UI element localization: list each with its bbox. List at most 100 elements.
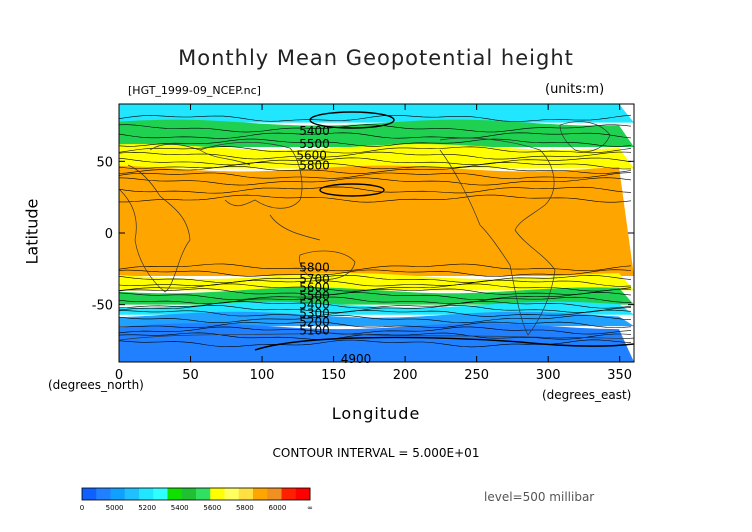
isoline-15: [118, 274, 632, 283]
y-tick-label-50: 50: [96, 155, 113, 170]
colorbar-swatch-9: [210, 488, 225, 500]
contour-label-5800: 5800: [299, 260, 330, 274]
colorbar-label-2: 5200: [138, 504, 156, 512]
isoline-26: [118, 326, 632, 335]
contour-highlights: [254, 111, 635, 351]
contour-label-5400: 5400: [299, 124, 330, 138]
subtropic-high: [319, 183, 385, 197]
colorbar-label-7: ∞: [307, 504, 313, 512]
x-tick-label-300: 300: [536, 368, 561, 383]
contour-label-5100: 5100: [299, 323, 330, 337]
colorbar-swatch-5: [153, 488, 168, 500]
contour-label-layer: 5400550056005800580057005600550054005300…: [296, 124, 371, 366]
band-1: [119, 119, 634, 147]
coastline-asia: [199, 141, 321, 241]
isoline-3: [118, 138, 632, 147]
coastline-layer: [119, 121, 635, 341]
band-4: [119, 273, 634, 291]
coastline-greenland: [559, 121, 611, 152]
contour-label-5300: 5300: [299, 306, 330, 320]
contour-label-5600: 5600: [296, 149, 327, 163]
colorbar-swatch-13: [267, 488, 282, 500]
colorbar-swatch-7: [181, 488, 197, 500]
isoline-8: [118, 165, 632, 174]
x-axis-units: (degrees_east): [542, 388, 632, 402]
isoline-25: [118, 321, 632, 329]
band-3: [119, 165, 634, 276]
isoline-12: [119, 194, 632, 203]
contour-label-5800: 5800: [299, 159, 330, 173]
chart-title: Monthly Mean Geopotential height: [178, 46, 574, 70]
contour-label-5400: 5400: [299, 298, 330, 312]
y-tick-label-0: 0: [105, 227, 113, 242]
colorbar-swatch-4: [139, 488, 154, 500]
isoline-1: [118, 124, 632, 133]
isoline-18: [118, 288, 632, 296]
contour-label-5500: 5500: [299, 137, 330, 151]
colorbar-swatch-0: [82, 488, 97, 500]
y-tick-label--50: -50: [92, 299, 113, 314]
isoline-4: [118, 146, 632, 154]
isoline-17: [118, 283, 632, 292]
colorbar-swatch-11: [238, 488, 254, 500]
coastline-americas: [439, 137, 556, 336]
contour-label-4900: 4900: [341, 352, 372, 366]
colorbar-swatch-10: [224, 488, 240, 500]
band-5: [119, 287, 634, 305]
isoline-0: [118, 114, 632, 122]
colorbar-swatch-3: [124, 488, 140, 500]
colorbar-label-4: 5600: [203, 504, 221, 512]
x-tick-label-100: 100: [250, 368, 275, 383]
colorbar-swatch-12: [253, 488, 268, 500]
coastline-australia: [299, 250, 356, 280]
x-tick-label-200: 200: [393, 368, 418, 383]
isoline-layer: [118, 114, 632, 348]
colorbar-frame: [81, 487, 311, 501]
isoline-20: [118, 296, 632, 305]
band-layer: [119, 104, 634, 362]
isoline-11: [118, 186, 632, 194]
isoline-23: [118, 309, 632, 317]
isoline-24: [118, 314, 632, 324]
colorbar-swatch-2: [110, 488, 126, 500]
level-label: level=500 millibar: [484, 490, 595, 504]
y-axis-units: (degrees_north): [48, 378, 144, 392]
x-tick-label-0: 0: [115, 368, 123, 383]
colorbar-swatch-1: [96, 488, 111, 500]
isoline-2: [118, 132, 632, 139]
x-axis-label: Longitude: [331, 404, 421, 423]
x-tick-label-50: 50: [182, 368, 199, 383]
units-label: (units:m): [545, 82, 605, 97]
isoline-21: [118, 301, 632, 309]
contour-interval: CONTOUR INTERVAL = 5.000E+01: [272, 446, 480, 460]
south-pole-low: [254, 336, 635, 351]
contour-label-5700: 5700: [299, 272, 330, 286]
contour-label-5600: 5600: [299, 280, 330, 294]
isoline-14: [118, 269, 632, 277]
colorbar-label-1: 5000: [106, 504, 124, 512]
colorbar-label-3: 5400: [171, 504, 189, 512]
isoline-19: [118, 292, 632, 301]
colorbar: 0 5000 5200 5400 5600 5800 6000 ∞: [80, 487, 313, 512]
isoline-22: [118, 304, 632, 313]
colorbar-label-6: 6000: [269, 504, 287, 512]
isoline-6: [118, 157, 632, 166]
colorbar-swatch-14: [281, 488, 297, 500]
isoline-27: [118, 332, 632, 340]
x-tick-label-350: 350: [607, 368, 632, 383]
colorbar-swatch-8: [196, 488, 211, 500]
x-tick-layer: 0 50 100 150 200 250 300 350: [115, 104, 632, 383]
colorbar-swatch-6: [167, 488, 183, 500]
contour-label-5200: 5200: [299, 315, 330, 329]
colorbar-label-5: 5800: [236, 504, 254, 512]
colorbar-swatch-15: [295, 488, 311, 500]
band-8: [119, 323, 634, 362]
north-pole-low: [309, 111, 395, 129]
contour-label-5500: 5500: [299, 289, 330, 303]
coastline-antarctica: [119, 332, 635, 341]
file-name: [HGT_1999-09_NCEP.nc]: [128, 84, 261, 97]
isoline-7: [118, 161, 632, 170]
isoline-9: [118, 172, 632, 179]
x-tick-label-250: 250: [464, 368, 489, 383]
